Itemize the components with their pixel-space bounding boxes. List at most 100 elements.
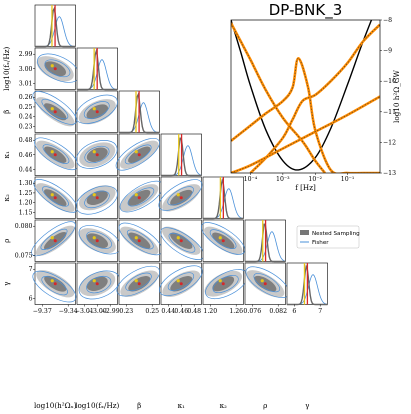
truth-point <box>137 239 141 243</box>
contour-logOmega-logf <box>34 47 80 90</box>
x-axis-label-kappa1: κ₁ <box>178 401 185 410</box>
reference-point <box>50 193 54 197</box>
x-axis-label-logOmega: log10(h²Ωₓ) <box>34 401 77 410</box>
fisher-1sigma <box>84 190 110 209</box>
fisher-2sigma <box>158 179 203 211</box>
spectrum-y-tick: −12 <box>383 139 396 146</box>
sensitivity-curve <box>231 20 373 171</box>
y-tick-label: 3.00 <box>19 66 33 73</box>
spectrum-x-tick: 10⁻² <box>308 176 322 183</box>
truth-point <box>95 110 99 114</box>
x-tick-label: −2.99 <box>101 308 120 315</box>
signal-curve-dash <box>231 22 326 173</box>
contour-logf-rho <box>76 219 122 262</box>
fisher-1sigma <box>42 186 69 207</box>
contour-beta-gamma <box>116 262 160 305</box>
y-tick-label: 0.080 <box>15 223 33 230</box>
x-tick-label: 1.26 <box>229 308 243 315</box>
reference-point <box>218 279 222 283</box>
y-axis-label-kappa2: κ₂ <box>2 194 11 201</box>
x-tick-label: 1.20 <box>203 308 217 315</box>
fisher-2sigma <box>159 265 203 297</box>
legend-label: Fisher <box>312 240 329 246</box>
reference-point <box>176 193 180 197</box>
x-tick-label: −3.00 <box>88 308 107 315</box>
marginal-rho <box>244 219 286 263</box>
reference-point <box>218 236 222 240</box>
reference-point <box>134 236 138 240</box>
contour-logOmega-kappa2 <box>33 176 78 219</box>
x-tick-label: −9.37 <box>33 308 52 315</box>
corner-axes: −9.37 −9.34 log10(h²Ωₓ) −3.01−3.00−2.99 log1… <box>2 46 322 410</box>
spectrum-frame <box>230 19 381 174</box>
spectrum-curves <box>231 20 380 173</box>
contour-logf-kappa1 <box>76 133 118 176</box>
fisher-1sigma <box>86 275 112 294</box>
fisher-2sigma <box>116 265 160 297</box>
y-tick-label: 3.01 <box>19 80 33 87</box>
y-axis-label-kappa1: κ₁ <box>2 151 11 158</box>
fisher-1sigma <box>253 273 281 293</box>
contour-logOmega-gamma <box>32 262 77 305</box>
contour-kappa1-kappa2 <box>158 176 203 219</box>
fisher-1sigma <box>83 101 110 119</box>
x-tick-label: 0.46 <box>174 308 188 315</box>
y-tick-label: 1.20 <box>19 200 33 207</box>
x-tick-label: 0.082 <box>269 308 287 315</box>
fisher-2sigma <box>201 222 246 255</box>
fisher-1sigma <box>44 59 71 78</box>
truth-point <box>221 239 225 243</box>
truth-point <box>53 239 57 243</box>
legend: Nested Sampling Fisher <box>296 225 360 249</box>
y-axis-label-logf: log10(fₓ/Hz) <box>2 46 11 90</box>
x-tick-label: 0.48 <box>187 308 201 315</box>
contour-kappa1-gamma <box>159 262 203 305</box>
y-tick-label: 1.15 <box>19 209 33 216</box>
y-tick-label: 1.30 <box>19 180 33 187</box>
truth-point <box>95 153 99 157</box>
y-axis-label-beta: β <box>2 110 11 114</box>
reference-point <box>92 193 96 197</box>
x-tick-label: −3.01 <box>75 308 94 315</box>
contour-logOmega-rho <box>31 219 76 262</box>
spectrum-x-tick: 10⁻⁴ <box>244 176 258 183</box>
truth-point <box>179 239 183 243</box>
contour-logf-gamma <box>76 262 121 305</box>
contour-logf-beta <box>75 90 118 133</box>
truth-point <box>221 282 225 286</box>
y-tick-label: 0.44 <box>19 166 33 173</box>
spectrum-title: DP-BNK_3 <box>269 1 343 20</box>
spectrum-y-tick: −8 <box>383 17 392 24</box>
y-axis-label-gamma: γ <box>2 282 11 286</box>
y-axis-label-rho: ρ <box>2 239 11 243</box>
reference-point <box>176 279 180 283</box>
x-tick-label: 6 <box>292 308 296 315</box>
marginal-kappa2 <box>202 176 244 220</box>
marginal-gamma <box>286 262 328 306</box>
fisher-2sigma <box>75 185 118 215</box>
fisher-1sigma <box>84 145 110 164</box>
contour-beta-rho <box>118 219 163 262</box>
fisher-2sigma <box>32 91 77 125</box>
x-tick-label: −9.34 <box>59 308 78 315</box>
reference-point <box>50 279 54 283</box>
signal-curve-dash <box>250 24 380 173</box>
y-tick-label: 0.26 <box>19 94 33 101</box>
truth-point <box>53 110 57 114</box>
truth-point <box>179 196 183 200</box>
y-tick-label: 0.075 <box>15 252 33 259</box>
signal-curve-dash <box>231 57 380 173</box>
reference-point <box>176 236 180 240</box>
contour-logOmega-beta <box>32 90 77 133</box>
marginal-kappa1 <box>160 133 202 177</box>
x-tick-label: 0.25 <box>145 308 159 315</box>
y-tick-label: 7 <box>29 266 33 273</box>
x-tick-label: 7 <box>318 308 322 315</box>
reference-point <box>50 64 54 68</box>
y-tick-label: 6 <box>29 295 33 302</box>
contour-beta-kappa1 <box>115 133 160 176</box>
x-tick-label: 0.23 <box>119 308 133 315</box>
reference-point <box>50 150 54 154</box>
fisher-1sigma <box>167 186 194 206</box>
fisher-2sigma <box>32 270 77 303</box>
